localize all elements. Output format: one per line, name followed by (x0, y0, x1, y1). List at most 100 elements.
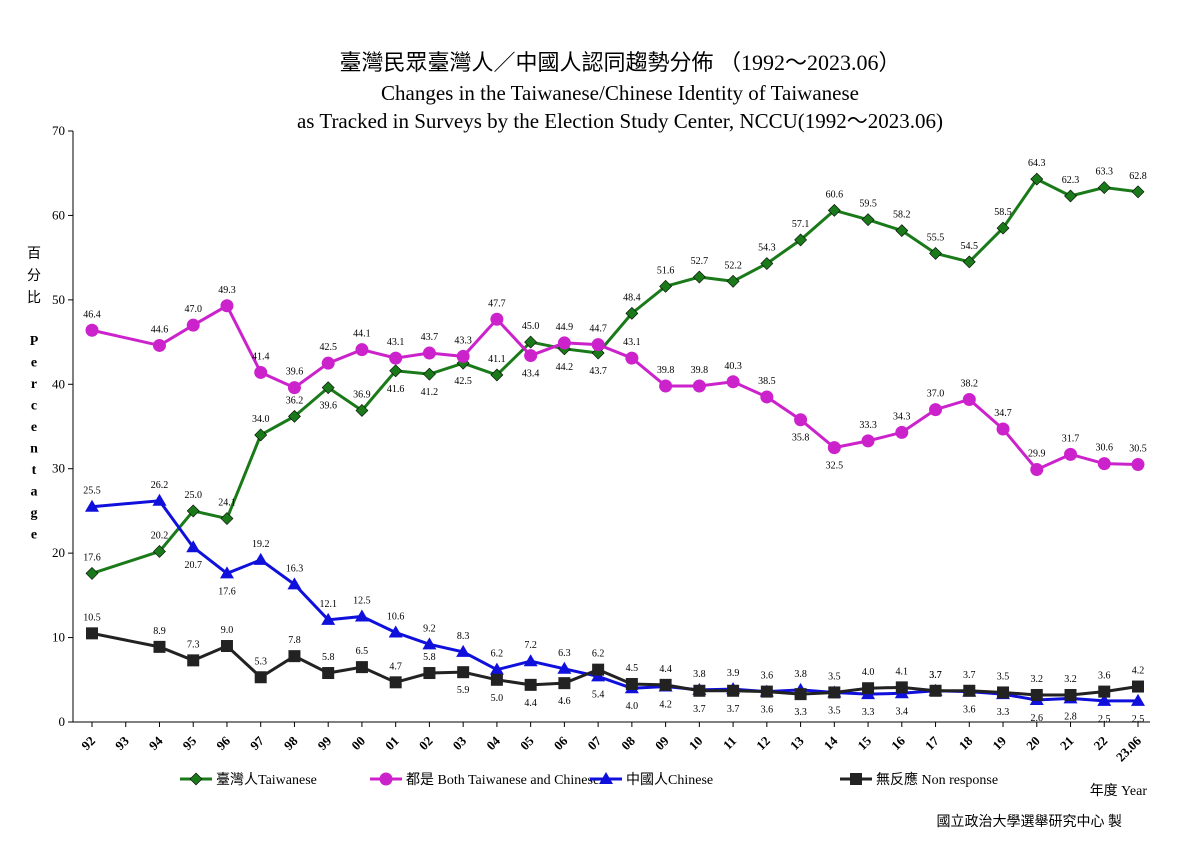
data-label: 5.4 (592, 689, 605, 700)
data-point (186, 504, 200, 518)
data-label: 17.6 (83, 552, 101, 563)
data-point (827, 441, 841, 455)
data-point (592, 663, 605, 676)
x-tick-label: 10 (686, 733, 706, 753)
data-label: 40.3 (724, 361, 742, 372)
data-label: 37.0 (927, 389, 945, 400)
legend-swatch-marker (599, 772, 613, 784)
data-label: 4.2 (1132, 666, 1145, 677)
data-label: 3.7 (929, 670, 942, 681)
data-point (726, 375, 740, 389)
data-label: 2.5 (1132, 714, 1145, 725)
data-point (625, 678, 638, 691)
data-label: 4.0 (626, 701, 639, 712)
data-point (996, 422, 1010, 436)
data-point (760, 390, 774, 404)
data-point (389, 364, 403, 378)
x-tick-label: 18 (956, 733, 976, 753)
data-point (895, 681, 908, 694)
data-point (321, 381, 335, 395)
data-point (727, 684, 740, 697)
data-point (457, 666, 470, 679)
data-point (726, 274, 740, 288)
data-label: 64.3 (1028, 158, 1046, 169)
data-label: 7.8 (288, 635, 301, 646)
data-label: 39.6 (286, 367, 304, 378)
data-point (152, 493, 167, 506)
legend-label: 中國人Chinese (626, 772, 713, 788)
data-point (895, 224, 909, 238)
y-tick-label: 70 (52, 123, 65, 138)
x-tick-label: 02 (416, 733, 436, 753)
data-point (929, 684, 942, 697)
data-point (1064, 189, 1077, 203)
data-label: 43.7 (421, 332, 439, 343)
data-label: 36.2 (286, 395, 304, 406)
data-label: 34.7 (994, 408, 1012, 419)
data-point (929, 246, 942, 260)
data-point (659, 279, 673, 293)
data-label: 19.2 (252, 539, 270, 550)
x-tick-label: 06 (551, 733, 571, 753)
y-label-char: r (31, 377, 37, 392)
data-point (962, 255, 976, 269)
data-label: 9.0 (221, 625, 234, 636)
data-label: 54.5 (961, 241, 979, 252)
data-label: 2.6 (1031, 713, 1044, 724)
data-label: 45.0 (522, 321, 540, 332)
x-tick-label: 99 (315, 733, 335, 753)
series-2 (85, 493, 1145, 706)
data-point (794, 688, 807, 701)
data-label: 60.6 (826, 189, 844, 200)
data-point (760, 685, 773, 698)
series-1 (85, 299, 1145, 477)
data-point (288, 409, 301, 423)
y-label-char: 分 (27, 268, 41, 284)
series-line (91, 499, 1138, 703)
data-label: 7.3 (187, 639, 200, 650)
x-tick-label: 11 (720, 733, 739, 752)
x-tick-label: 01 (382, 733, 402, 753)
data-label: 33.3 (859, 420, 877, 431)
data-point (929, 403, 943, 417)
data-label: 3.5 (828, 671, 841, 682)
y-label-char: e (31, 528, 37, 543)
data-label: 24.1 (218, 498, 236, 509)
data-label: 39.8 (691, 365, 709, 376)
x-tick-label: 12 (753, 733, 773, 753)
x-tick-label: 05 (517, 733, 537, 753)
x-tick-label: 96 (213, 733, 233, 753)
x-axis-label: 年度 Year (1090, 783, 1148, 799)
data-point (220, 299, 234, 313)
data-label: 47.0 (184, 304, 202, 315)
data-point (423, 667, 436, 680)
data-label: 17.6 (218, 586, 236, 597)
y-label-char: n (30, 442, 38, 457)
data-point (1030, 688, 1043, 701)
data-label: 57.1 (792, 219, 810, 230)
y-label-char: g (31, 506, 38, 521)
data-point (659, 678, 672, 691)
data-point (524, 335, 538, 349)
data-label: 16.3 (286, 563, 304, 574)
x-tick-label: 17 (922, 733, 942, 753)
x-tick-label: 93 (112, 733, 132, 753)
chart-series (85, 172, 1145, 706)
data-label: 9.2 (423, 623, 436, 634)
data-label: 44.1 (353, 329, 371, 340)
data-label: 3.3 (862, 707, 875, 718)
y-label-char: t (32, 463, 37, 478)
data-label: 12.5 (353, 595, 371, 606)
x-tick-label: 92 (78, 733, 98, 753)
data-point (523, 654, 538, 667)
data-point (85, 499, 99, 512)
data-label: 43.7 (589, 366, 607, 377)
data-label: 20.2 (151, 530, 169, 541)
data-label: 20.7 (184, 560, 202, 571)
data-label: 44.6 (151, 324, 169, 335)
x-tick-label: 95 (180, 733, 200, 753)
y-label-char: e (31, 420, 37, 435)
data-point (153, 640, 166, 653)
